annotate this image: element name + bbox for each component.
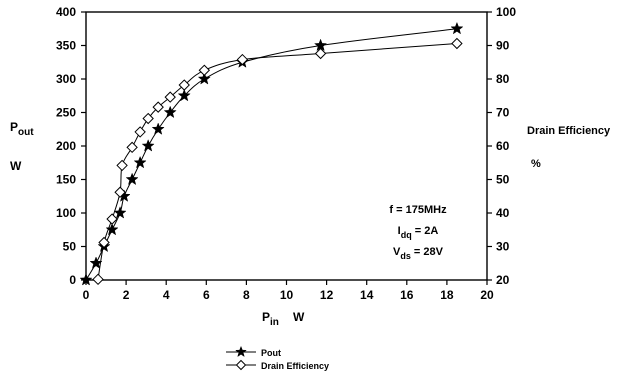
series-line-0 bbox=[85, 28, 457, 281]
x-tick-label: 16 bbox=[400, 288, 414, 302]
efficiency-point bbox=[92, 273, 104, 286]
y-right-tick-label: 50 bbox=[496, 173, 510, 187]
y-right-axis-unit: % bbox=[531, 158, 541, 170]
legend-star-icon bbox=[235, 345, 247, 358]
efficiency-point bbox=[178, 79, 190, 91]
pout-point bbox=[113, 206, 127, 219]
y-left-tick-label: 100 bbox=[56, 206, 76, 220]
legend-label: Drain Efficiency bbox=[261, 361, 329, 371]
x-tick-label: 2 bbox=[123, 288, 130, 302]
efficiency-point bbox=[314, 47, 327, 60]
efficiency-point bbox=[142, 112, 154, 125]
y-left-tick-label: 300 bbox=[56, 72, 76, 86]
efficiency-point bbox=[152, 101, 164, 113]
y-left-axis-unit: W bbox=[10, 159, 22, 173]
x-tick-label: 4 bbox=[163, 288, 170, 302]
pout-point bbox=[125, 172, 139, 186]
x-tick-label: 10 bbox=[280, 288, 294, 302]
efficiency-point bbox=[451, 37, 463, 50]
pout-point bbox=[450, 21, 464, 35]
condition-annotation: Idq = 2A bbox=[398, 225, 439, 240]
y-right-tick-label: 20 bbox=[496, 273, 510, 287]
legend-label: Pout bbox=[261, 348, 281, 358]
y-right-tick-label: 100 bbox=[496, 5, 516, 19]
series-line-1 bbox=[97, 42, 457, 280]
y-left-tick-label: 50 bbox=[63, 240, 77, 254]
y-left-tick-label: 200 bbox=[56, 139, 76, 153]
y-right-tick-label: 60 bbox=[496, 139, 510, 153]
x-tick-label: 12 bbox=[320, 288, 334, 302]
y-right-tick-label: 30 bbox=[496, 240, 510, 254]
y-left-tick-label: 250 bbox=[56, 106, 76, 120]
pout-point bbox=[79, 273, 93, 286]
y-left-axis-label: Pout bbox=[10, 120, 34, 138]
efficiency-point bbox=[106, 213, 118, 225]
y-right-tick-label: 70 bbox=[496, 106, 510, 120]
y-left-tick-label: 150 bbox=[56, 173, 76, 187]
x-axis-unit: W bbox=[293, 310, 305, 324]
x-tick-label: 18 bbox=[440, 288, 454, 302]
condition-annotation: Vds = 28V bbox=[393, 246, 444, 261]
x-tick-label: 8 bbox=[243, 288, 250, 302]
pout-point bbox=[197, 72, 211, 85]
legend-diamond-icon bbox=[235, 359, 247, 371]
x-axis-label: Pin bbox=[262, 310, 279, 328]
efficiency-point bbox=[126, 141, 138, 154]
pout-point bbox=[151, 122, 165, 135]
efficiency-point bbox=[236, 53, 249, 66]
pout-point bbox=[105, 222, 119, 236]
efficiency-point bbox=[114, 186, 126, 198]
efficiency-point bbox=[164, 91, 176, 103]
efficiency-point bbox=[116, 159, 128, 172]
x-tick-label: 14 bbox=[360, 288, 374, 302]
x-tick-label: 0 bbox=[83, 288, 90, 302]
pout-point bbox=[163, 105, 177, 119]
y-right-axis-label: Drain Efficiency bbox=[527, 125, 611, 137]
pout-point bbox=[141, 139, 155, 152]
x-tick-label: 20 bbox=[480, 288, 494, 302]
pout-point bbox=[177, 88, 191, 102]
y-right-tick-label: 90 bbox=[496, 39, 510, 53]
y-right-tick-label: 80 bbox=[496, 72, 510, 86]
efficiency-point bbox=[134, 126, 146, 138]
condition-annotation: f = 175MHz bbox=[389, 204, 447, 216]
efficiency-point bbox=[98, 236, 110, 249]
pout-point bbox=[133, 155, 147, 169]
y-left-tick-label: 0 bbox=[69, 273, 76, 287]
x-tick-label: 6 bbox=[203, 288, 210, 302]
y-left-tick-label: 400 bbox=[56, 5, 76, 19]
efficiency-point bbox=[198, 64, 211, 76]
y-right-tick-label: 40 bbox=[496, 206, 510, 220]
y-left-tick-label: 350 bbox=[56, 39, 76, 53]
